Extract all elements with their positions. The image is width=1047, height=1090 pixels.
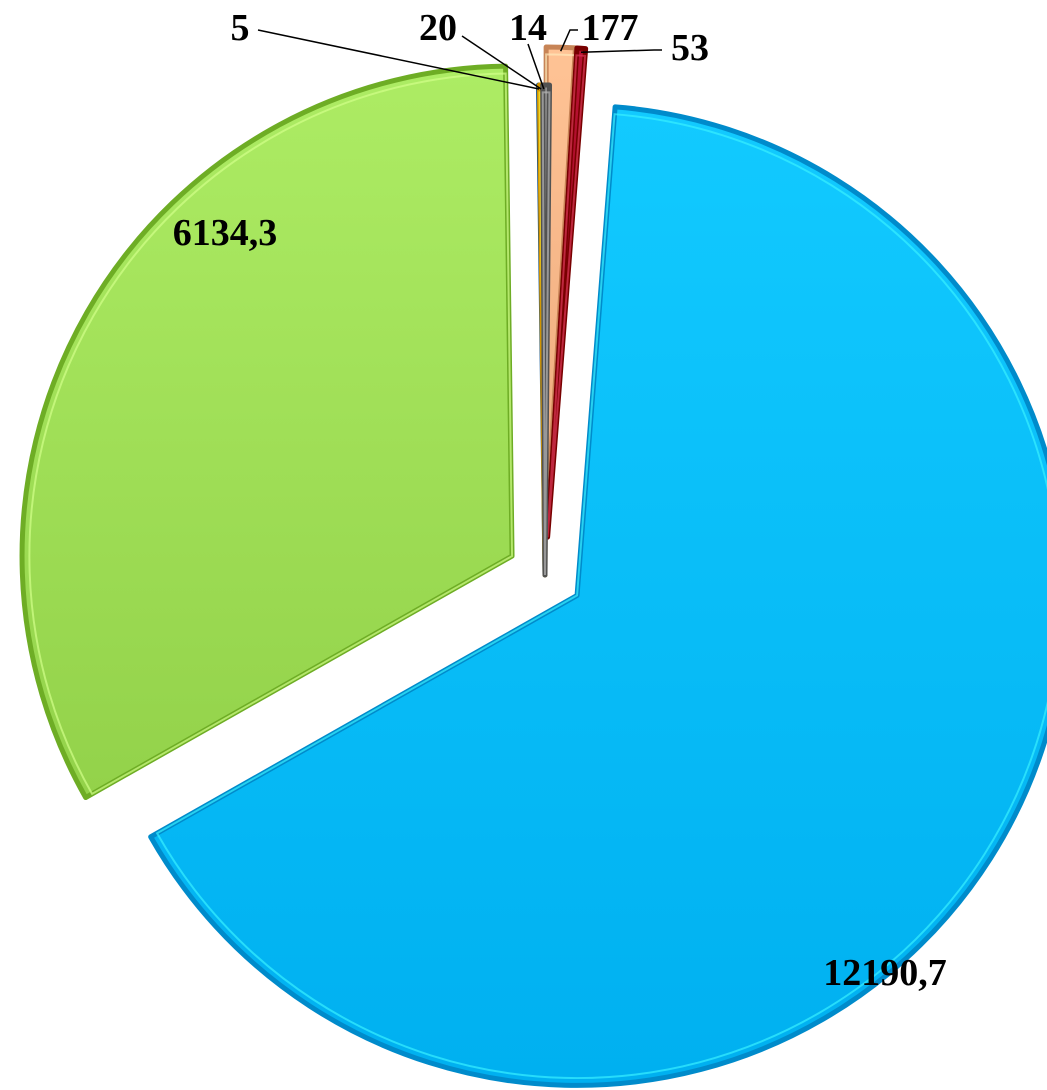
slice-label-53: 53 xyxy=(671,27,709,69)
pie-slice-bevel-12190,7 xyxy=(155,113,1047,1080)
pie-slice-bevel-6134,3 xyxy=(28,72,514,796)
leader-lines xyxy=(257,29,662,90)
leader-line-177 xyxy=(559,29,578,52)
slice-label-20: 20 xyxy=(419,7,457,49)
pie-slice-bevel-14 xyxy=(541,91,551,576)
slice-label-177: 177 xyxy=(582,7,639,49)
pie-slice-6134,3 xyxy=(19,63,515,801)
leader-line-53 xyxy=(580,49,662,53)
leader-line-20 xyxy=(461,35,542,90)
leader-line-5 xyxy=(257,29,540,90)
pie-slice-12190,7 xyxy=(148,104,1047,1088)
slice-label-14: 14 xyxy=(509,7,547,49)
pie-slice-bevel-53 xyxy=(546,54,587,538)
leader-line-14 xyxy=(527,43,545,90)
slice-labels: 177 53 12190,7 6134,3 5 20 14 xyxy=(173,7,947,994)
slice-label-5: 5 xyxy=(231,7,250,49)
slice-label-6134,3: 6134,3 xyxy=(173,212,278,254)
slice-label-12190,7: 12190,7 xyxy=(823,952,947,994)
pie-slices xyxy=(19,44,1047,1088)
